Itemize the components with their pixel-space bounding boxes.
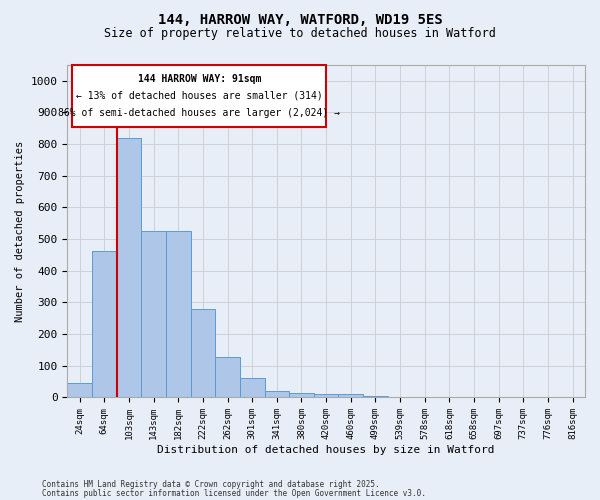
Bar bbox=[265, 390, 289, 398]
Y-axis label: Number of detached properties: Number of detached properties bbox=[15, 140, 25, 322]
Bar bbox=[240, 378, 265, 398]
Text: 144 HARROW WAY: 91sqm: 144 HARROW WAY: 91sqm bbox=[137, 74, 261, 84]
Bar bbox=[116, 138, 141, 398]
Bar bbox=[141, 230, 166, 398]
Text: 86% of semi-detached houses are larger (2,024) →: 86% of semi-detached houses are larger (… bbox=[58, 108, 340, 118]
Bar bbox=[92, 251, 116, 398]
Text: 144, HARROW WAY, WATFORD, WD19 5ES: 144, HARROW WAY, WATFORD, WD19 5ES bbox=[158, 12, 442, 26]
Text: Size of property relative to detached houses in Watford: Size of property relative to detached ho… bbox=[104, 28, 496, 40]
FancyBboxPatch shape bbox=[73, 65, 326, 126]
X-axis label: Distribution of detached houses by size in Watford: Distribution of detached houses by size … bbox=[157, 445, 495, 455]
Bar bbox=[191, 309, 215, 398]
Bar bbox=[289, 393, 314, 398]
Bar bbox=[314, 394, 338, 398]
Bar bbox=[67, 383, 92, 398]
Bar bbox=[215, 357, 240, 398]
Bar bbox=[166, 230, 191, 398]
Text: Contains public sector information licensed under the Open Government Licence v3: Contains public sector information licen… bbox=[42, 489, 426, 498]
Text: Contains HM Land Registry data © Crown copyright and database right 2025.: Contains HM Land Registry data © Crown c… bbox=[42, 480, 380, 489]
Bar bbox=[363, 396, 388, 398]
Text: ← 13% of detached houses are smaller (314): ← 13% of detached houses are smaller (31… bbox=[76, 91, 323, 101]
Bar bbox=[338, 394, 363, 398]
